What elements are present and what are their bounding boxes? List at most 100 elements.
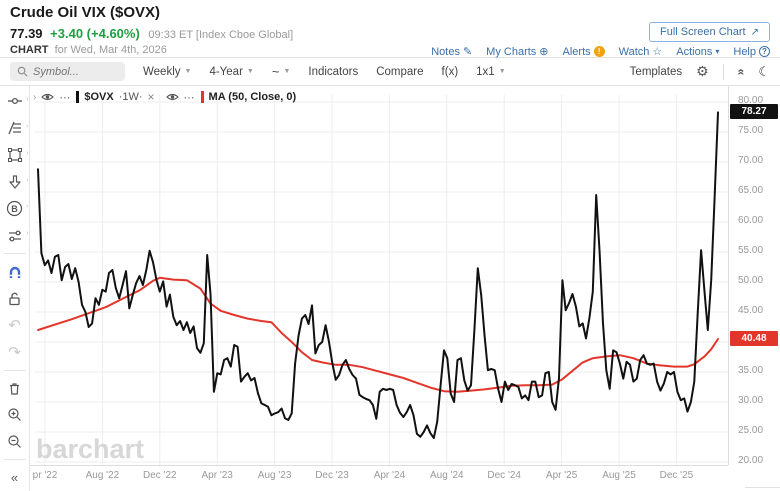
last-price-badge: 78.27 (730, 104, 778, 119)
redo-icon[interactable]: ↷ (8, 343, 21, 361)
full-screen-chart-button[interactable]: Full Screen Chart ↗ (649, 22, 770, 42)
toolbar-right: Templates ⚙ « ☾ (630, 63, 770, 80)
chart-area[interactable]: › ⋯ $OVX ·1W· × ⋯ MA (50, Close, 0) barc… (30, 86, 780, 491)
toolbar-divider (722, 63, 724, 80)
question-circle-icon: ? (759, 46, 770, 57)
legend-expand-icon[interactable]: › (33, 91, 37, 103)
chart-main: › › › › B › › ↶ ↷ « › ⋯ $OVX (0, 86, 780, 491)
notes-link[interactable]: Notes ✎ (431, 45, 473, 59)
zoom-in-icon[interactable] (0, 401, 30, 428)
x-tick-label: Apr '25 (545, 470, 578, 481)
watch-link[interactable]: Watch ☆ (618, 45, 663, 59)
y-tick-label: 75.00 (738, 125, 764, 136)
ma-menu-icon[interactable]: ⋯ (183, 91, 196, 104)
ovx-price-line (37, 111, 719, 439)
y-tick-label: 20.00 (738, 455, 764, 466)
quote-meta: 09:33 ET [Index Cboe Global] (148, 29, 294, 41)
range-dropdown[interactable]: 4-Year ▼ (209, 65, 254, 78)
collapse-sidebar-icon[interactable]: « (10, 470, 19, 486)
templates-button[interactable]: Templates (629, 65, 683, 78)
price-plot[interactable] (35, 95, 728, 467)
eye-visibility-icon[interactable] (165, 92, 179, 102)
header-links: Notes ✎ My Charts ⊕ Alerts! Watch ☆ Actions… (431, 45, 770, 58)
x-tick-label: pr '22 (32, 470, 58, 481)
y-tick-label: 65.00 (738, 185, 764, 196)
chart-date: for Wed, Mar 4th, 2026 (54, 44, 167, 56)
cursor-tool-icon[interactable]: › (0, 88, 30, 115)
barchart-watermark: barchart (36, 434, 145, 464)
magnet-tool-icon[interactable] (0, 258, 30, 285)
header: Crude Oil VIX ($OVX) 77.39 +3.40 (+4.60%… (0, 0, 780, 58)
undo-icon[interactable]: ↶ (8, 316, 21, 334)
y-tick-label: 35.00 (738, 365, 764, 376)
symbol-search-input[interactable] (33, 65, 118, 78)
fx-button[interactable]: f(x) (441, 65, 459, 78)
y-tick-label: 25.00 (738, 425, 764, 436)
x-tick-label: Aug '24 (429, 470, 464, 481)
expand-icon: ↗ (750, 27, 759, 38)
ma-line (37, 276, 719, 393)
y-tick-label: 55.00 (738, 245, 764, 256)
chevron-down-icon: ▼ (246, 68, 254, 75)
page-title: Crude Oil VIX ($OVX) (10, 4, 161, 21)
actions-link[interactable]: Actions ▾ (676, 45, 720, 58)
ma-color-bar (200, 91, 204, 103)
x-tick-label: Apr '24 (373, 470, 406, 481)
grid-layout-dropdown[interactable]: 1x1 ▼ (476, 65, 506, 78)
eye-visibility-icon[interactable] (41, 92, 55, 102)
alert-badge-icon: ! (593, 46, 605, 57)
x-tick-label: Dec '23 (315, 470, 349, 481)
sidebar-divider (3, 369, 26, 371)
x-tick-label: Aug '22 (85, 470, 120, 481)
circled-plus-icon: ⊕ (539, 46, 549, 58)
legend-ma-label: MA (50, Close, 0) (208, 91, 297, 103)
chevron-down-icon: ▼ (184, 68, 192, 75)
y-tick-label: 60.00 (738, 215, 764, 226)
lock-tool-icon[interactable] (0, 285, 30, 312)
chevron-down-icon: ▼ (498, 68, 506, 75)
corner-strip (745, 487, 780, 488)
x-tick-label: Dec '25 (659, 470, 694, 481)
line-type-icon: ~ (271, 64, 280, 79)
legend-symbol: $OVX (84, 91, 114, 103)
symbol-search-box[interactable] (10, 62, 125, 81)
my-charts-link[interactable]: My Charts ⊕ (486, 45, 549, 59)
indicators-button[interactable]: Indicators (308, 65, 359, 78)
chart-legend: › ⋯ $OVX ·1W· × ⋯ MA (50, Close, 0) (33, 90, 296, 104)
legend-frequency: ·1W· (118, 91, 143, 103)
settings-gear-icon[interactable]: ⚙ (696, 63, 709, 79)
y-tick-label: 70.00 (738, 155, 764, 166)
notes-pencil-icon: ✎ (462, 46, 473, 58)
levels-tool-icon[interactable]: › (0, 222, 30, 249)
y-axis-border (728, 86, 729, 465)
frequency-dropdown[interactable]: Weekly ▼ (143, 65, 192, 78)
full-screen-chart-label: Full Screen Chart (660, 26, 746, 38)
x-tick-label: Aug '25 (602, 470, 636, 481)
ma-value-badge: 40.48 (730, 331, 778, 346)
y-tick-label: 80.00 (738, 95, 764, 106)
series-menu-icon[interactable]: ⋯ (59, 91, 72, 104)
series-color-bar (76, 91, 80, 103)
compare-button[interactable]: Compare (376, 65, 424, 78)
trendline-tools-icon[interactable]: › (0, 115, 30, 142)
zoom-out-icon[interactable] (0, 428, 30, 455)
collapse-toolbar-icon[interactable]: « (734, 68, 748, 75)
star-icon: ☆ (652, 46, 663, 58)
x-tick-label: Dec '22 (143, 470, 177, 481)
chart-date-line: CHART for Wed, Mar 4th, 2026 (10, 44, 167, 56)
arrow-annotation-icon[interactable]: › (0, 169, 30, 196)
sidebar-divider (3, 459, 26, 461)
x-tick-label: Dec '24 (487, 470, 521, 481)
alerts-link[interactable]: Alerts! (563, 46, 605, 58)
text-annotation-icon[interactable]: B › (0, 195, 30, 222)
x-axis[interactable]: pr '22 Aug '22 Dec '22 Apr '23 Aug '23 Dec '2… (30, 465, 728, 491)
remove-series-icon[interactable]: × (147, 90, 155, 104)
dark-mode-moon-icon[interactable]: ☾ (758, 63, 770, 79)
delete-drawings-icon[interactable] (0, 375, 30, 402)
y-tick-label: 45.00 (738, 305, 764, 316)
price-change: +3.40 (+4.60%) (50, 26, 140, 41)
shapes-tool-icon[interactable]: › (0, 142, 30, 169)
chart-type-dropdown[interactable]: ~ ▼ (272, 64, 291, 79)
help-link[interactable]: Help? (733, 46, 770, 58)
